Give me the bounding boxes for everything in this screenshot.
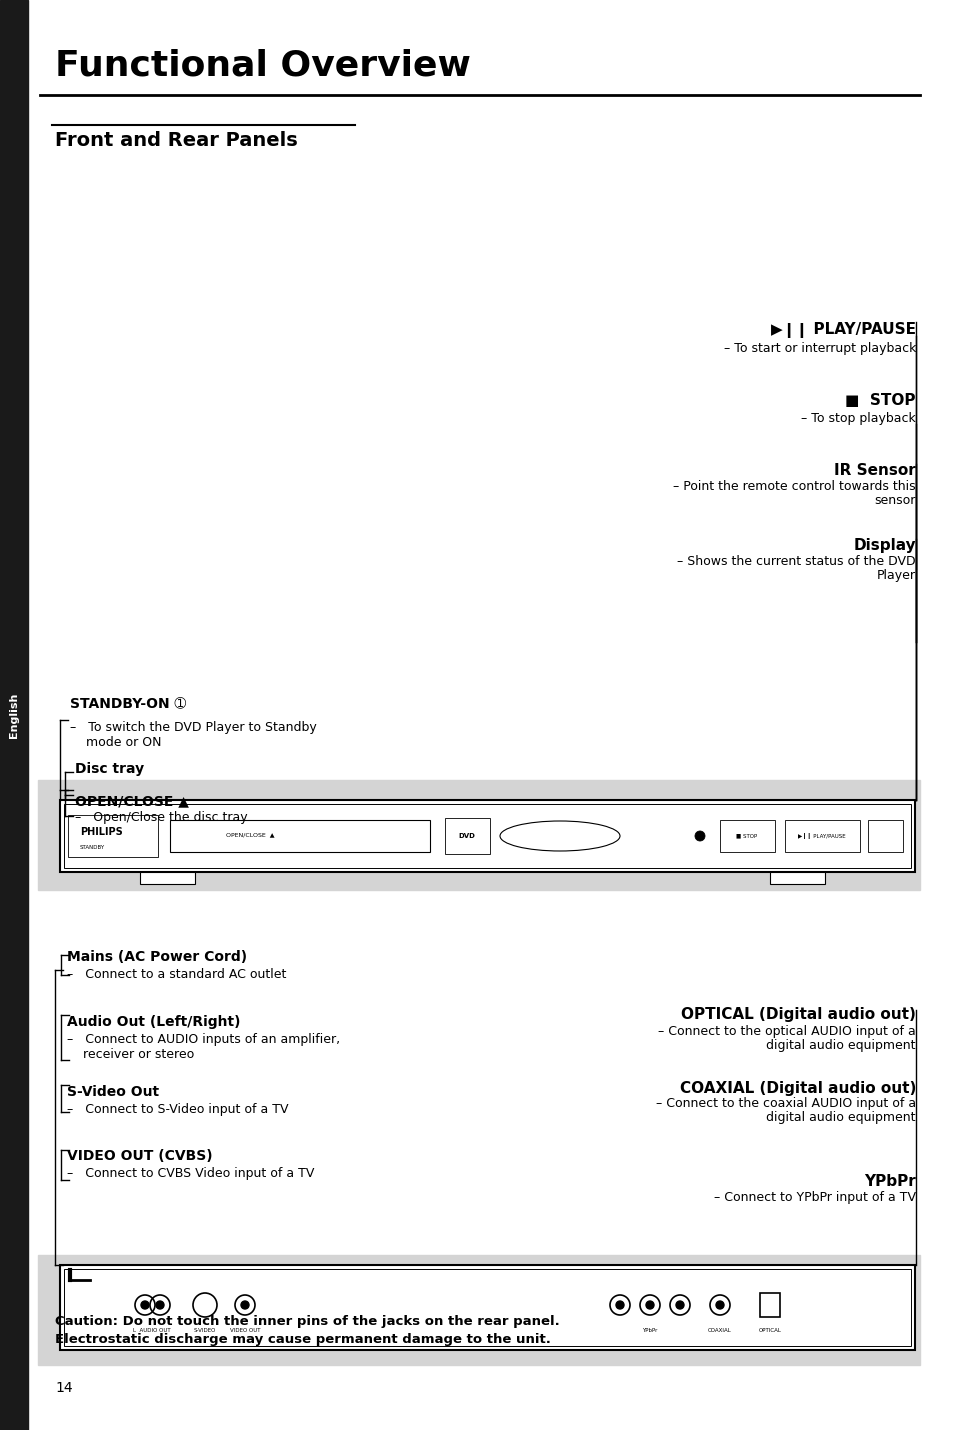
Text: VIDEO OUT: VIDEO OUT xyxy=(230,1328,260,1333)
Ellipse shape xyxy=(499,821,619,851)
Bar xyxy=(140,872,194,884)
Text: Audio Out (Left/Right): Audio Out (Left/Right) xyxy=(67,1015,240,1030)
Text: COAXIAL (Digital audio out): COAXIAL (Digital audio out) xyxy=(679,1081,915,1095)
Text: – To stop playback: – To stop playback xyxy=(801,412,915,425)
Text: S-Video Out: S-Video Out xyxy=(67,1085,159,1100)
Bar xyxy=(867,819,902,852)
Text: – Shows the current status of the DVD: – Shows the current status of the DVD xyxy=(677,555,915,568)
Bar xyxy=(38,779,919,889)
Circle shape xyxy=(141,1301,149,1308)
Text: YPbPr: YPbPr xyxy=(641,1328,657,1333)
Text: Player: Player xyxy=(876,569,915,582)
Bar xyxy=(60,1266,914,1350)
Text: COAXIAL: COAXIAL xyxy=(707,1328,731,1333)
Text: OPTICAL: OPTICAL xyxy=(758,1328,781,1333)
Text: IR Sensor: IR Sensor xyxy=(833,462,915,478)
Text: Mains (AC Power Cord): Mains (AC Power Cord) xyxy=(67,950,247,964)
Text: –   To switch the DVD Player to Standby: – To switch the DVD Player to Standby xyxy=(70,721,316,734)
Text: –   Connect to CVBS Video input of a TV: – Connect to CVBS Video input of a TV xyxy=(67,1167,314,1181)
Text: – Connect to the coaxial AUDIO input of a: – Connect to the coaxial AUDIO input of … xyxy=(655,1097,915,1111)
Text: – Connect to the optical AUDIO input of a: – Connect to the optical AUDIO input of … xyxy=(658,1024,915,1038)
Bar xyxy=(64,1268,910,1346)
Text: Electrostatic discharge may cause permanent damage to the unit.: Electrostatic discharge may cause perman… xyxy=(55,1334,550,1347)
Text: digital audio equipment: digital audio equipment xyxy=(765,1038,915,1051)
Text: mode or ON: mode or ON xyxy=(70,735,161,748)
Bar xyxy=(68,815,158,857)
Text: OPEN/CLOSE ▲: OPEN/CLOSE ▲ xyxy=(75,794,189,808)
Circle shape xyxy=(156,1301,164,1308)
Text: Front and Rear Panels: Front and Rear Panels xyxy=(55,130,297,150)
Circle shape xyxy=(616,1301,623,1308)
Text: ▶❙❙ PLAY/PAUSE: ▶❙❙ PLAY/PAUSE xyxy=(770,322,915,337)
Text: – To start or interrupt playback: – To start or interrupt playback xyxy=(723,342,915,355)
Circle shape xyxy=(676,1301,683,1308)
Text: PHILIPS: PHILIPS xyxy=(80,827,123,837)
Text: – Connect to YPbPr input of a TV: – Connect to YPbPr input of a TV xyxy=(713,1191,915,1204)
Bar xyxy=(784,819,859,852)
Text: DVD: DVD xyxy=(458,834,475,839)
Text: –   Open/Close the disc tray: – Open/Close the disc tray xyxy=(75,811,248,824)
Text: OPTICAL (Digital audio out): OPTICAL (Digital audio out) xyxy=(680,1008,915,1022)
Ellipse shape xyxy=(695,831,704,841)
Text: –   Connect to a standard AC outlet: – Connect to a standard AC outlet xyxy=(67,968,286,981)
Text: OPEN/CLOSE  ▲: OPEN/CLOSE ▲ xyxy=(226,832,274,838)
Bar xyxy=(444,818,490,854)
Text: STANDBY-ON ➀: STANDBY-ON ➀ xyxy=(70,696,186,711)
Bar xyxy=(0,0,28,1430)
Bar xyxy=(170,819,430,852)
Text: YPbPr: YPbPr xyxy=(863,1174,915,1190)
Text: sensor: sensor xyxy=(874,493,915,506)
Text: L  AUDIO OUT: L AUDIO OUT xyxy=(133,1328,171,1333)
Bar xyxy=(720,819,774,852)
Text: STANDBY: STANDBY xyxy=(80,845,105,849)
Text: VIDEO OUT (CVBS): VIDEO OUT (CVBS) xyxy=(67,1148,213,1163)
Text: 14: 14 xyxy=(55,1381,72,1396)
Circle shape xyxy=(645,1301,654,1308)
Text: Display: Display xyxy=(853,538,915,552)
Text: ▶❙❙ PLAY/PAUSE: ▶❙❙ PLAY/PAUSE xyxy=(798,834,845,839)
Text: ■  STOP: ■ STOP xyxy=(844,392,915,408)
Text: receiver or stereo: receiver or stereo xyxy=(67,1048,194,1061)
Text: English: English xyxy=(9,692,19,738)
Circle shape xyxy=(716,1301,723,1308)
Text: Caution: Do not touch the inner pins of the jacks on the rear panel.: Caution: Do not touch the inner pins of … xyxy=(55,1316,559,1328)
Bar xyxy=(64,804,910,868)
Text: – Point the remote control towards this: – Point the remote control towards this xyxy=(673,479,915,492)
Text: –   Connect to AUDIO inputs of an amplifier,: – Connect to AUDIO inputs of an amplifie… xyxy=(67,1034,340,1047)
Circle shape xyxy=(241,1301,249,1308)
Text: ■ STOP: ■ STOP xyxy=(736,834,757,838)
Bar xyxy=(60,799,914,872)
Text: S-VIDEO: S-VIDEO xyxy=(193,1328,216,1333)
Bar xyxy=(769,872,824,884)
Bar xyxy=(760,1293,780,1317)
Bar xyxy=(38,1256,919,1366)
Text: Disc tray: Disc tray xyxy=(75,762,144,776)
Text: Functional Overview: Functional Overview xyxy=(55,49,471,82)
Text: –   Connect to S-Video input of a TV: – Connect to S-Video input of a TV xyxy=(67,1104,288,1117)
Text: digital audio equipment: digital audio equipment xyxy=(765,1111,915,1124)
